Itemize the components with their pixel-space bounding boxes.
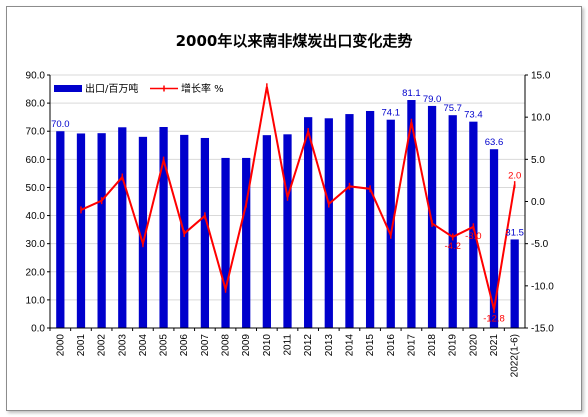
x-tick-label: 2011 xyxy=(283,334,294,356)
y-tick-left: 0.0 xyxy=(31,324,45,335)
bar xyxy=(304,117,313,329)
bar xyxy=(76,133,86,328)
legend-line-label: 增长率 % xyxy=(181,82,224,95)
y-tick-left: 10.0 xyxy=(26,295,46,306)
y-tick-left: 50.0 xyxy=(26,183,46,194)
y-tick-right: -15.0 xyxy=(531,324,554,335)
y-tick-left: 30.0 xyxy=(26,239,46,250)
y-tick-right: -10.0 xyxy=(531,281,554,292)
y-tick-left: 40.0 xyxy=(26,211,46,222)
y-tick-right: 10.0 xyxy=(531,113,551,124)
legend: 出口/百万吨 增长率 % xyxy=(54,82,224,95)
bar xyxy=(262,135,271,328)
bar-data-label: 63.6 xyxy=(485,137,504,148)
x-tick-label: 2003 xyxy=(117,334,128,357)
data-labels: 70.0 74.181.179.075.773.4 63.6 31.5 -4.2 -3.0… xyxy=(51,88,524,324)
x-tick-label: 2002 xyxy=(97,334,108,357)
bar-data-label: 70.0 xyxy=(51,119,70,130)
bar xyxy=(448,115,457,329)
rate-data-label: 2.0 xyxy=(508,171,521,182)
y-tick-left: 70.0 xyxy=(26,127,46,138)
x-tick-label: 2007 xyxy=(200,334,211,357)
x-tick-label: 2010 xyxy=(262,334,273,357)
x-tick-label: 2000 xyxy=(55,334,66,357)
x-tick-label: 2020 xyxy=(468,334,479,357)
bar xyxy=(56,131,65,328)
x-tick-label: 2017 xyxy=(406,334,417,357)
x-tick-label: 2022(1-6) xyxy=(510,334,521,377)
bar xyxy=(386,119,395,329)
x-tick-label: 2018 xyxy=(427,334,438,357)
chart-title: 2000年以来南非煤炭出口变化走势 xyxy=(176,32,413,50)
x-tick-label: 2014 xyxy=(344,334,355,357)
x-tick-label: 2016 xyxy=(386,334,397,357)
x-tick-label: 2004 xyxy=(138,334,149,357)
bar xyxy=(242,157,251,328)
rate-data-label: -3.0 xyxy=(465,231,481,242)
y-tick-right: 0.0 xyxy=(531,197,545,208)
bar xyxy=(221,157,230,328)
bar xyxy=(200,137,210,328)
x-tick-label: 2006 xyxy=(179,334,190,357)
bar-data-label: 74.1 xyxy=(382,108,401,119)
x-tick-label: 2013 xyxy=(324,334,335,357)
bar-data-label: 73.4 xyxy=(464,110,483,121)
bar-data-label: 79.0 xyxy=(423,94,442,105)
rate-data-label: -4.2 xyxy=(445,241,461,252)
x-tick-label: 2019 xyxy=(448,334,459,357)
x-tick-label: 2001 xyxy=(76,334,87,357)
bar xyxy=(407,100,416,328)
x-tick-label: 2005 xyxy=(159,334,170,357)
bar xyxy=(427,105,437,328)
y-tick-left: 60.0 xyxy=(26,155,46,166)
y-tick-left: 80.0 xyxy=(26,99,46,110)
legend-bar-label: 出口/百万吨 xyxy=(85,82,138,95)
bar xyxy=(365,110,375,328)
x-tick-label: 2021 xyxy=(489,334,500,357)
bar xyxy=(345,114,354,328)
bar xyxy=(159,127,168,328)
y-tick-right: 5.0 xyxy=(531,155,545,166)
bar xyxy=(138,136,148,328)
y-tick-left: 20.0 xyxy=(26,267,46,278)
x-tick-label: 2009 xyxy=(241,334,252,357)
bar xyxy=(118,127,127,328)
bar xyxy=(283,134,292,328)
rate-series-line xyxy=(80,86,516,310)
bar xyxy=(324,118,333,329)
bars xyxy=(56,100,519,329)
bar xyxy=(489,149,499,328)
y-tick-right: 15.0 xyxy=(531,71,551,82)
x-tick-label: 2012 xyxy=(303,334,314,357)
bar-data-label: 81.1 xyxy=(402,88,421,99)
legend-bar-swatch xyxy=(54,85,82,92)
axes: 0.0 10.0 20.0 30.0 40.0 50.0 60.0 70.0 80.0 90.0 -… xyxy=(26,71,555,378)
bar xyxy=(510,239,519,328)
x-tick-label: 2008 xyxy=(221,334,232,357)
y-tick-left: 90.0 xyxy=(26,71,46,82)
x-tick-label: 2015 xyxy=(365,334,376,357)
bar xyxy=(97,133,106,328)
y-tick-right: -5.0 xyxy=(531,239,549,250)
rate-line xyxy=(80,83,516,313)
rate-data-label: -12.8 xyxy=(483,313,505,324)
bar-data-label: 75.7 xyxy=(443,103,462,114)
bar-data-label: 31.5 xyxy=(505,227,524,238)
